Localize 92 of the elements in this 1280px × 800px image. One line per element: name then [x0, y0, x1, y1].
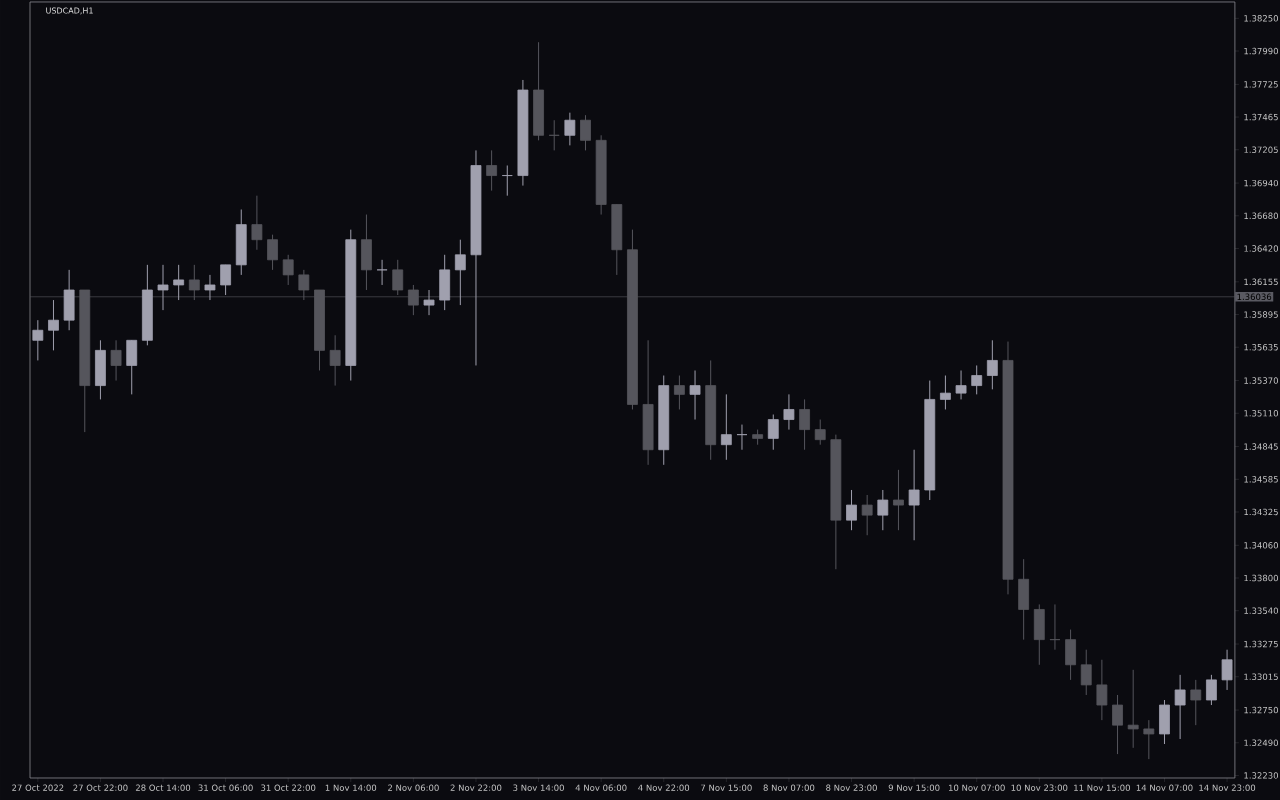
x-tick-label: 8 Nov 07:00	[763, 784, 815, 791]
candlestick	[1190, 679, 1202, 726]
x-tick-label: 4 Nov 22:00	[638, 784, 690, 791]
x-tick-label: 10 Nov 07:00	[948, 784, 1005, 791]
x-tick-label: 1 Nov 14:00	[325, 784, 377, 791]
candlestick	[1080, 649, 1092, 696]
candlestick	[908, 449, 920, 541]
y-tick-label: 1.37465	[1244, 113, 1278, 121]
y-tick-label: 1.33800	[1244, 574, 1278, 582]
y-tick-label: 1.37205	[1244, 146, 1278, 153]
y-tick-label: 1.37725	[1244, 81, 1278, 88]
y-tick-label: 1.36420	[1244, 245, 1278, 252]
candlestick	[329, 334, 341, 387]
x-tick-label: 8 Nov 23:00	[826, 784, 877, 791]
candlestick	[799, 398, 810, 451]
candlestick	[251, 195, 263, 251]
text: USDCAD,H1	[46, 7, 93, 15]
x-tick-label: 31 Oct 06:00	[198, 784, 253, 791]
x-tick-label: 2 Nov 22:00	[450, 784, 502, 791]
candlestick	[1143, 719, 1155, 760]
y-tick-label: 1.36155	[1244, 278, 1278, 286]
y-tick-label: 1.32490	[1244, 739, 1278, 746]
candlestick	[1221, 649, 1233, 691]
y-tick-label: 1.34585	[1244, 476, 1278, 483]
candlestick	[267, 234, 278, 271]
y-tick-label: 1.38250	[1244, 15, 1278, 22]
candlestick	[814, 419, 826, 446]
x-tick-label: 31 Oct 22:00	[261, 784, 316, 791]
candlestick	[1206, 674, 1217, 706]
candlestick	[767, 414, 779, 451]
candlestick	[548, 119, 560, 151]
y-tick-label: 1.34325	[1244, 508, 1278, 516]
y-tick-label: 1.35635	[1244, 344, 1278, 351]
candlestick	[861, 494, 873, 536]
candlestick	[673, 375, 685, 410]
x-tick-label: 14 Nov 07:00	[1136, 784, 1193, 791]
candlestick	[110, 339, 122, 382]
x-tick-label: 2 Nov 06:00	[388, 784, 439, 791]
y-tick-label: 1.35370	[1244, 377, 1278, 384]
y-tick-label: 1.36680	[1244, 212, 1278, 220]
candlestick	[736, 424, 748, 451]
x-tick-label: 11 Nov 15:00	[1074, 784, 1130, 791]
x-tick-label: 14 Nov 23:00	[1199, 784, 1256, 791]
candlestick	[157, 264, 169, 311]
y-tick-label: 1.32750	[1244, 706, 1278, 714]
candlestick	[877, 489, 889, 531]
candlestick	[971, 364, 983, 395]
candlestick	[220, 264, 232, 296]
candlestick	[204, 274, 216, 301]
candlestick	[48, 299, 59, 351]
y-tick-label: 1.32230	[1244, 772, 1278, 779]
candlestick	[1049, 603, 1061, 651]
x-tick-label: 27 Oct 22:00	[73, 784, 128, 791]
candlestick	[282, 254, 294, 286]
y-tick-label: 1.37990	[1244, 47, 1278, 55]
candlestick	[173, 264, 185, 301]
x-tick-label: 27 Oct 2022	[12, 784, 64, 791]
candlestick	[580, 114, 591, 151]
y-tick-label: 1.35110	[1244, 410, 1278, 417]
candlestick	[940, 375, 951, 410]
y-tick-label: 1.33275	[1244, 640, 1278, 648]
candlestick	[1112, 694, 1123, 755]
y-tick-label: 1.34845	[1244, 443, 1278, 450]
candlestick	[986, 339, 998, 390]
y-tick-label: 1.36940	[1244, 179, 1278, 187]
x-tick-label: 3 Nov 14:00	[513, 784, 564, 791]
candlestick	[846, 489, 857, 531]
candlestick	[783, 393, 795, 431]
x-tick-label: 28 Oct 14:00	[135, 784, 191, 791]
x-tick-label: 4 Nov 06:00	[575, 784, 627, 791]
y-tick-label: 1.35895	[1244, 311, 1278, 318]
candlestick	[564, 112, 576, 146]
candlestick	[486, 149, 498, 192]
candlestick	[955, 369, 967, 400]
x-tick-label: 7 Nov 15:00	[701, 784, 752, 791]
candlestick	[423, 289, 435, 316]
y-tick-label: 1.33540	[1244, 607, 1278, 614]
x-tick-label: 10 Nov 23:00	[1011, 784, 1068, 791]
candlestick	[689, 369, 701, 421]
candlestick	[1174, 674, 1186, 740]
candlestick	[1127, 669, 1139, 749]
candlestick	[501, 164, 513, 197]
candlestick	[720, 393, 732, 461]
candlestick	[1096, 659, 1108, 721]
y-tick-label: 1.34060	[1244, 542, 1278, 549]
candlestick	[376, 259, 388, 286]
candlestick	[893, 469, 904, 531]
y-tick-label: 1.33015	[1244, 673, 1278, 680]
x-tick-label: 9 Nov 15:00	[888, 784, 940, 791]
candlestick	[454, 239, 466, 306]
ref-line-label: 1.36036	[1237, 293, 1272, 301]
candlestick	[32, 319, 44, 361]
